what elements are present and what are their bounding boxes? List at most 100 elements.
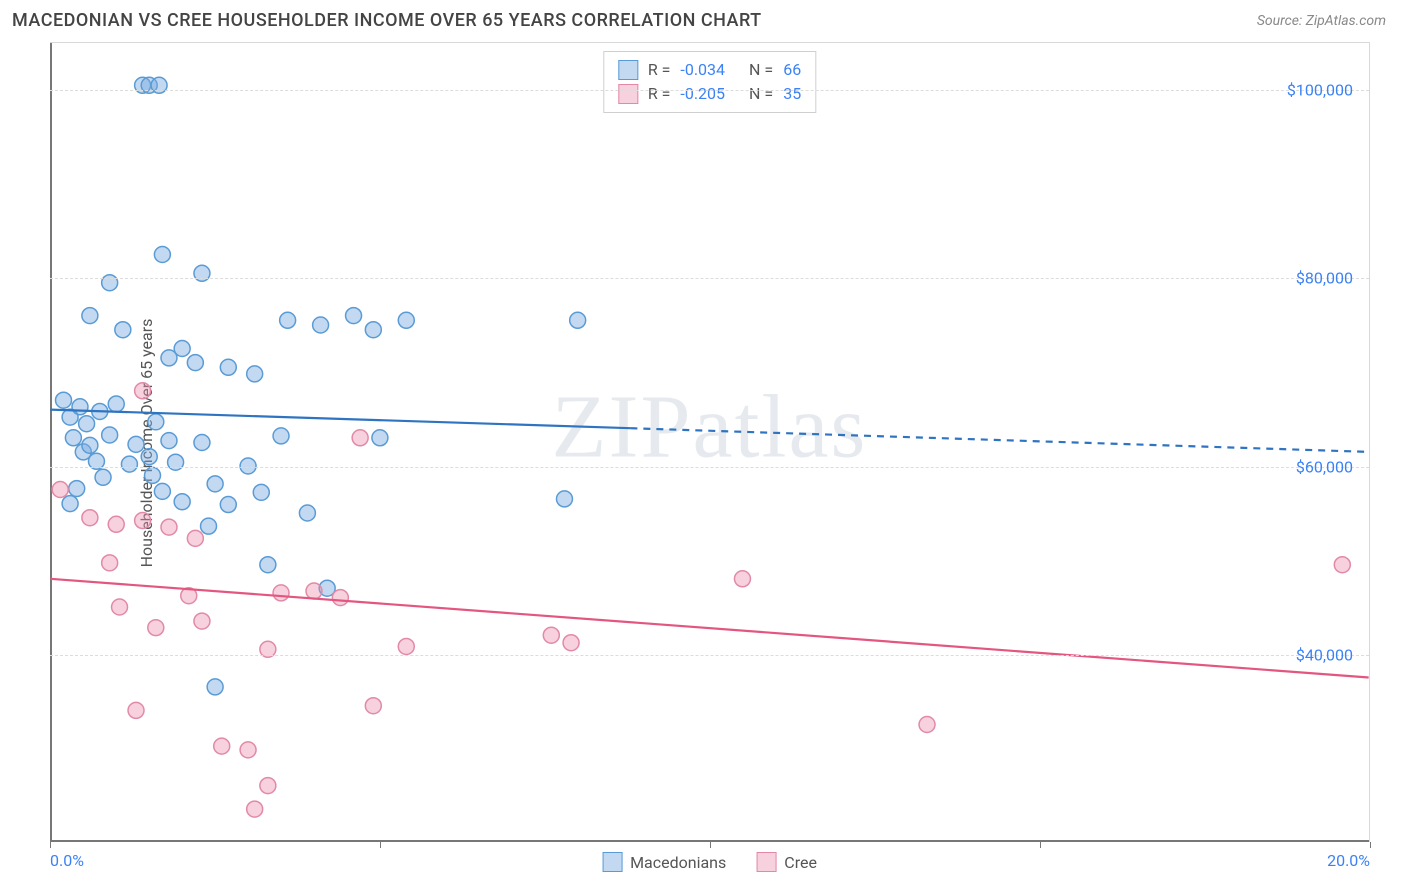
data-point — [148, 414, 164, 430]
data-point — [161, 433, 177, 449]
y-tick-label: $60,000 — [1243, 457, 1363, 476]
x-tick-mark — [50, 842, 51, 848]
data-point — [56, 392, 72, 408]
data-point — [220, 497, 236, 513]
y-tick-label: $100,000 — [1243, 81, 1363, 100]
stat-n-label: N = — [749, 58, 773, 82]
data-point — [253, 484, 269, 500]
data-point — [102, 427, 118, 443]
data-point — [102, 275, 118, 291]
data-point — [398, 638, 414, 654]
x-tick-mark — [380, 842, 381, 848]
data-point — [346, 308, 362, 324]
data-point — [260, 778, 276, 794]
data-point — [194, 435, 210, 451]
y-tick-label: $80,000 — [1243, 269, 1363, 288]
x-tick-mark — [710, 842, 711, 848]
chart-header: MACEDONIAN VS CREE HOUSEHOLDER INCOME OV… — [0, 0, 1406, 37]
data-point — [207, 679, 223, 695]
data-point — [563, 635, 579, 651]
data-point — [220, 359, 236, 375]
data-point — [556, 491, 572, 507]
data-point — [82, 437, 98, 453]
data-point — [273, 585, 289, 601]
data-point — [82, 308, 98, 324]
data-point — [128, 436, 144, 452]
data-point — [247, 801, 263, 817]
stat-n-label: N = — [749, 82, 773, 106]
data-point — [240, 742, 256, 758]
data-point — [145, 467, 161, 483]
chart-source: Source: ZipAtlas.com — [1257, 13, 1386, 29]
data-point — [128, 702, 144, 718]
data-point — [168, 454, 184, 470]
data-point — [148, 620, 164, 636]
data-point — [174, 494, 190, 510]
data-point — [306, 583, 322, 599]
data-point — [207, 476, 223, 492]
data-point — [201, 518, 217, 534]
data-point — [365, 322, 381, 338]
data-point — [214, 738, 230, 754]
data-point — [108, 396, 124, 412]
data-point — [1334, 557, 1350, 573]
stat-r-label: R = — [648, 58, 671, 82]
legend-swatch — [756, 852, 776, 872]
data-point — [135, 513, 151, 529]
data-point — [154, 483, 170, 499]
data-point — [72, 399, 88, 415]
data-point — [398, 312, 414, 328]
stat-n-value: 66 — [783, 58, 801, 82]
series-legend-label: Cree — [784, 853, 817, 872]
stat-r-label: R = — [648, 82, 671, 106]
series-legend: Macedonians Cree — [602, 852, 817, 872]
data-point — [115, 322, 131, 338]
data-point — [194, 613, 210, 629]
data-point — [299, 505, 315, 521]
data-point — [543, 627, 559, 643]
chart-title: MACEDONIAN VS CREE HOUSEHOLDER INCOME OV… — [12, 10, 762, 31]
stat-r-value: -0.034 — [680, 58, 725, 82]
data-point — [332, 590, 348, 606]
data-point — [112, 599, 128, 615]
data-point — [62, 496, 78, 512]
regression-line-dashed — [630, 428, 1368, 452]
data-point — [82, 510, 98, 526]
x-tick-label: 0.0% — [50, 851, 84, 870]
data-point — [273, 428, 289, 444]
data-point — [52, 482, 68, 498]
data-point — [352, 430, 368, 446]
y-tick-label: $40,000 — [1243, 645, 1363, 664]
data-point — [79, 416, 95, 432]
series-legend-item: Cree — [756, 852, 817, 872]
data-point — [313, 317, 329, 333]
data-point — [734, 571, 750, 587]
data-point — [247, 366, 263, 382]
data-point — [280, 312, 296, 328]
legend-swatch — [618, 60, 638, 80]
series-legend-label: Macedonians — [630, 853, 726, 872]
x-tick-mark — [1040, 842, 1041, 848]
data-point — [135, 383, 151, 399]
chart-container: Householder Income Over 65 years ZIPatla… — [50, 42, 1370, 842]
series-legend-item: Macedonians — [602, 852, 726, 872]
data-point — [69, 481, 85, 497]
data-point — [187, 530, 203, 546]
data-point — [260, 557, 276, 573]
data-point — [121, 456, 137, 472]
data-point — [108, 516, 124, 532]
data-point — [365, 698, 381, 714]
data-point — [65, 430, 81, 446]
data-point — [187, 355, 203, 371]
data-point — [919, 717, 935, 733]
data-point — [570, 312, 586, 328]
stat-n-value: 35 — [783, 82, 801, 106]
x-tick-label: 20.0% — [1327, 851, 1370, 870]
data-point — [161, 519, 177, 535]
stat-r-value: -0.205 — [680, 82, 725, 106]
x-tick-mark — [1370, 842, 1371, 848]
regression-line-solid — [50, 410, 630, 429]
data-point — [141, 449, 157, 465]
legend-swatch — [602, 852, 622, 872]
legend-swatch — [618, 84, 638, 104]
